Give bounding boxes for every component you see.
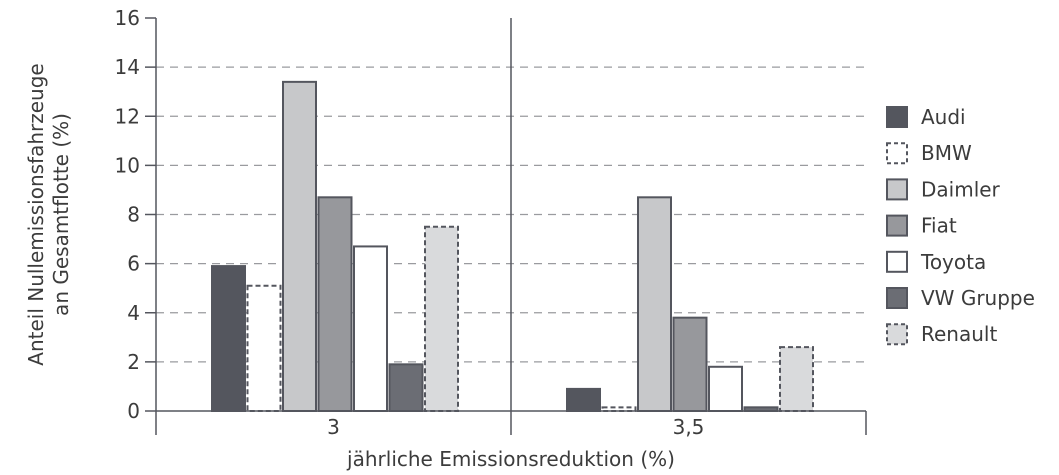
legend-swatch xyxy=(886,142,908,165)
y-tick-label: 12 xyxy=(115,104,140,128)
legend-swatch xyxy=(886,214,908,237)
legend-swatch xyxy=(886,178,908,201)
legend-swatch xyxy=(886,250,908,273)
y-tick-label: 8 xyxy=(127,203,140,227)
y-tick-label: 4 xyxy=(127,301,140,325)
y-tick-label: 14 xyxy=(115,55,140,79)
bar-audi xyxy=(566,387,601,412)
y-tick-label: 6 xyxy=(127,252,140,276)
bar-toyota xyxy=(708,365,743,413)
legend-label: VW Gruppe xyxy=(921,286,1035,310)
x-tick-label: 3 xyxy=(327,415,340,439)
y-tick-label: 10 xyxy=(115,153,140,177)
bar-audi xyxy=(211,265,246,412)
y-tick-label: 16 xyxy=(115,6,140,30)
x-tick-labels: 3 3,5 xyxy=(327,415,704,439)
legend-label: Audi xyxy=(921,105,966,129)
y-tick-label: 2 xyxy=(127,350,140,374)
legend-label: Toyota xyxy=(920,250,986,274)
y-axis-title-line: an Gesamtflotte (%) xyxy=(49,113,73,316)
bar-fiat xyxy=(672,316,708,413)
legend-label: Daimler xyxy=(921,177,1001,201)
y-tick-labels: 0 2 4 6 8 10 12 14 16 xyxy=(115,6,140,423)
legend-swatch xyxy=(886,106,908,128)
bars xyxy=(211,80,814,413)
bar-renault xyxy=(424,225,459,412)
legend-swatch xyxy=(886,287,908,309)
legend-swatch xyxy=(886,323,908,346)
y-tick-label: 0 xyxy=(127,399,140,423)
bar-bmw xyxy=(246,284,282,413)
bar-daimler xyxy=(282,80,317,413)
legend-label: Renault xyxy=(921,322,997,346)
legend-label: BMW xyxy=(921,141,972,165)
axes xyxy=(145,17,867,435)
x-axis-title: jährliche Emissionsreduktion (%) xyxy=(346,447,675,471)
y-axis-title: Anteil Nullemissionsfahrzeuge an Gesamtfl… xyxy=(24,63,73,365)
legend-label: Fiat xyxy=(921,214,957,238)
legend: Audi BMW Daimler Fiat Toyota VW Gruppe Renault xyxy=(886,105,1035,346)
bar-renault xyxy=(779,346,814,413)
bar-toyota xyxy=(353,245,388,412)
bar-bmw xyxy=(601,406,637,412)
x-tick-label: 3,5 xyxy=(673,415,705,439)
bar-vw-gruppe xyxy=(388,363,424,412)
bar-fiat xyxy=(317,196,353,412)
bar-daimler xyxy=(637,196,672,412)
y-axis-title-line: Anteil Nullemissionsfahrzeuge xyxy=(24,63,48,365)
